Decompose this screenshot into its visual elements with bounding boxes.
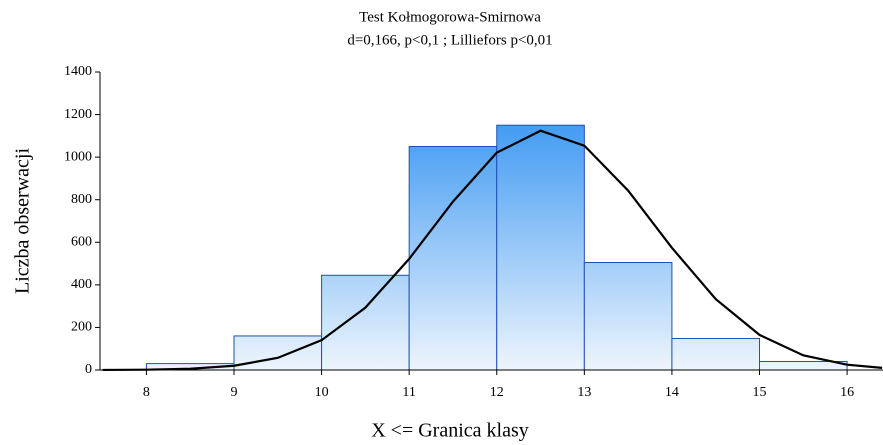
- bar: [321, 274, 410, 371]
- x-tick-label: 13: [577, 385, 591, 400]
- y-tick-label: 1200: [64, 107, 92, 122]
- x-tick-label: 12: [490, 385, 504, 400]
- x-tick-label: 15: [753, 385, 767, 400]
- x-axis-label: X <= Granica klasy: [371, 420, 529, 442]
- y-tick-label: 0: [85, 362, 92, 377]
- chart-subtitle: d=0,166, p<0,1 ; Lilliefors p<0,01: [347, 32, 552, 48]
- y-tick-label: 1400: [64, 64, 92, 79]
- bar: [583, 262, 673, 371]
- bar: [671, 337, 761, 371]
- x-tick-label: 10: [315, 385, 329, 400]
- bar: [408, 146, 498, 371]
- fit-curve: [102, 129, 883, 372]
- y-axis-label: Liczba obserwacji: [12, 148, 34, 294]
- y-tick-label: 400: [71, 277, 92, 292]
- y-tick-label: 600: [71, 235, 92, 250]
- x-tick-label: 11: [402, 385, 415, 400]
- y-tick-label: 1000: [64, 149, 92, 164]
- x-tick-label: 16: [840, 385, 854, 400]
- chart-title: Test Kołmogorowa-Smirnowa: [359, 9, 541, 25]
- bar: [496, 124, 585, 371]
- bar: [233, 335, 323, 371]
- x-tick-label: 14: [665, 385, 679, 400]
- x-tick-label: 8: [143, 385, 150, 400]
- x-tick-label: 9: [231, 385, 238, 400]
- y-tick-label: 800: [71, 192, 92, 207]
- y-tick-label: 200: [71, 320, 92, 335]
